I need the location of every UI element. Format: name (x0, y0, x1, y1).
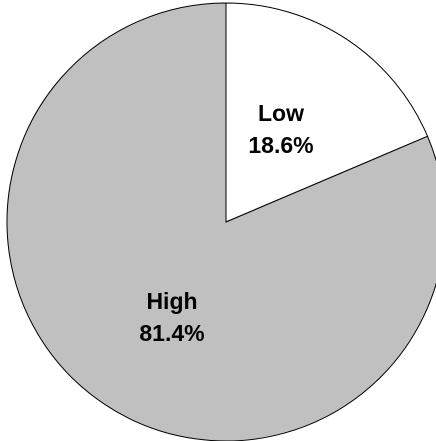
pie-slice-low (225, 2, 429, 223)
slice-label-high-name: High (146, 288, 197, 314)
pie-slice-high (6, 2, 436, 441)
slice-value-low-text: 18.6% (248, 132, 313, 158)
slice-value-high: 81.4% (139, 320, 204, 346)
pie-slices (6, 2, 436, 441)
slice-value-high-text: 81.4% (139, 320, 204, 346)
slice-value-low: 18.6% (248, 132, 313, 158)
slice-label-low: Low (258, 100, 304, 126)
slice-label-high: High (146, 288, 197, 314)
slice-label-low-name: Low (258, 100, 304, 126)
